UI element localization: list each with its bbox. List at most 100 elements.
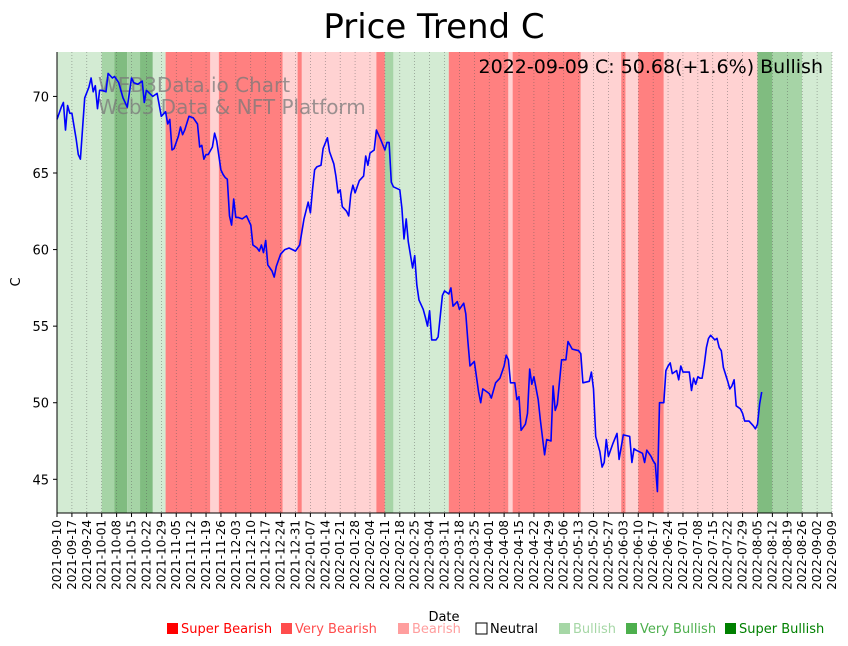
legend-label: Super Bearish	[181, 622, 272, 637]
legend-swatch	[167, 623, 178, 634]
x-tick-label: 2022-08-19	[780, 520, 794, 590]
x-tick-label: 2022-07-29	[736, 520, 750, 590]
x-tick-label: 2021-12-17	[259, 520, 273, 590]
x-tick-label: 2021-09-17	[65, 520, 79, 590]
x-tick-label: 2021-10-01	[95, 520, 109, 590]
watermark-line-1: WEB3Data.io Chart	[98, 73, 290, 97]
legend-swatch	[281, 623, 292, 634]
legend-item: Super Bearish	[167, 622, 272, 637]
legend-swatch	[398, 623, 409, 634]
x-tick-label: 2021-10-15	[125, 520, 139, 590]
y-tick-label: 65	[32, 167, 49, 182]
x-tick-label: 2022-03-25	[467, 520, 481, 590]
sentiment-legend: Super Bearish Very Bearish Bearish Neutral B…	[167, 622, 824, 637]
latest-price-annotation: 2022-09-09 C: 50.68(+1.6%) Bullish	[479, 56, 823, 78]
plot-area: WEB3Data.io Chart Web3 Data & NFT Platfo…	[56, 52, 833, 513]
sentiment-band	[663, 52, 758, 513]
x-tick-label: 2022-09-09	[825, 520, 839, 590]
x-tick-label: 2022-07-22	[721, 520, 735, 590]
legend-item: Super Bullish	[725, 622, 824, 637]
sentiment-band	[508, 52, 513, 513]
x-tick-label: 2022-04-08	[497, 520, 511, 590]
price-line	[56, 72, 763, 493]
x-tick-label: 2021-12-03	[229, 520, 243, 590]
x-tick-label: 2022-08-26	[795, 520, 809, 590]
x-tick-label: 2022-07-08	[691, 520, 705, 590]
sentiment-band	[757, 52, 773, 513]
x-tick-label: 2022-06-10	[631, 520, 645, 590]
sentiment-bands	[57, 52, 832, 513]
legend-label: Very Bearish	[295, 622, 377, 637]
legend-swatch	[475, 622, 488, 635]
sentiment-band	[114, 52, 128, 513]
x-axis-ticks: 2021-09-10 2021-09-17 2021-09-24 2021-10-01…	[50, 513, 839, 590]
x-tick-label: 2022-04-22	[527, 520, 541, 590]
sentiment-band	[282, 52, 298, 513]
y-tick-label: 60	[32, 244, 49, 259]
x-tick-label: 2021-11-05	[169, 520, 183, 590]
x-tick-label: 2021-12-31	[288, 520, 302, 590]
sentiment-band	[512, 52, 581, 513]
x-tick-label: 2021-10-29	[154, 520, 168, 590]
chart-title: Price Trend C	[323, 7, 544, 47]
sentiment-band	[101, 52, 115, 513]
watermark-line-2: Web3 Data & NFT Platform	[98, 95, 366, 119]
x-tick-label: 2022-01-07	[303, 520, 317, 590]
sentiment-band	[165, 52, 211, 513]
x-tick-label: 2022-02-04	[363, 520, 377, 590]
legend-swatch	[626, 623, 637, 634]
x-tick-label: 2022-04-01	[482, 520, 496, 590]
sentiment-band	[580, 52, 622, 513]
x-tick-label: 2021-11-12	[184, 520, 198, 590]
sentiment-band	[152, 52, 166, 513]
x-tick-label: 2022-02-25	[408, 520, 422, 590]
axes: 45 50 55 60 65 70 2021-09-10 2021-09-17 2021-09…	[9, 52, 839, 625]
x-tick-label: 2022-01-21	[333, 520, 347, 590]
sentiment-band	[301, 52, 377, 513]
y-tick-label: 50	[32, 397, 49, 412]
x-tick-label: 2022-07-01	[676, 520, 690, 590]
x-tick-label: 2021-12-10	[244, 520, 258, 590]
legend-swatch	[725, 623, 736, 634]
legend-label: Neutral	[490, 622, 538, 637]
legend-item: Very Bearish	[281, 622, 377, 637]
x-tick-label: 2022-08-05	[750, 520, 764, 590]
legend-label: Bearish	[412, 622, 461, 637]
sentiment-band	[376, 52, 385, 513]
sentiment-band	[384, 52, 394, 513]
sentiment-band	[393, 52, 411, 513]
y-axis-ticks: 45 50 55 60 65 70	[32, 90, 57, 488]
legend-item: Bullish	[559, 622, 616, 637]
x-tick-label: 2022-02-18	[393, 520, 407, 590]
x-tick-label: 2021-11-19	[199, 520, 213, 590]
x-tick-label: 2022-03-11	[438, 520, 452, 590]
x-tick-label: 2022-06-03	[616, 520, 630, 590]
x-tick-label: 2022-05-13	[572, 520, 586, 590]
x-tick-label: 2022-03-04	[423, 520, 437, 590]
sentiment-band	[210, 52, 219, 513]
legend-label: Bullish	[573, 622, 616, 637]
x-tick-label: 2022-04-15	[512, 520, 526, 590]
x-tick-label: 2022-08-12	[765, 520, 779, 590]
sentiment-band	[448, 52, 509, 513]
y-tick-label: 70	[32, 90, 49, 105]
x-tick-label: 2022-07-15	[706, 520, 720, 590]
legend-label: Very Bullish	[640, 622, 716, 637]
x-tick-label: 2021-11-26	[214, 520, 228, 590]
x-tick-label: 2022-03-18	[452, 520, 466, 590]
legend-item: Bearish	[398, 622, 461, 637]
sentiment-band	[140, 52, 153, 513]
sentiment-band	[57, 52, 102, 513]
x-tick-label: 2022-09-02	[810, 520, 824, 590]
x-tick-label: 2021-12-24	[274, 520, 288, 590]
legend-item: Very Bullish	[626, 622, 716, 637]
x-tick-label: 2021-09-10	[50, 520, 64, 590]
x-axis-label: Date	[428, 610, 459, 625]
sentiment-band	[625, 52, 639, 513]
x-tick-label: 2022-05-20	[587, 520, 601, 590]
legend-label: Super Bullish	[739, 622, 824, 637]
y-tick-label: 45	[32, 473, 49, 488]
x-tick-label: 2022-02-11	[378, 520, 392, 590]
sentiment-band	[638, 52, 664, 513]
